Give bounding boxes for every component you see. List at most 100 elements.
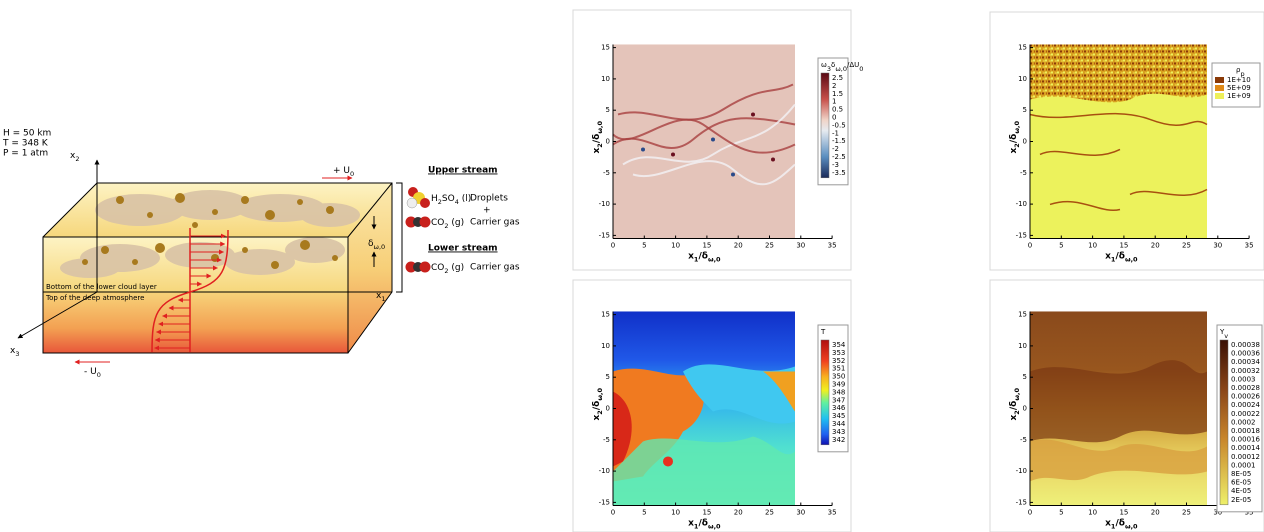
x-tick-label: 5	[642, 242, 646, 250]
x-tick-label: 20	[1151, 242, 1160, 250]
vortex	[671, 152, 675, 157]
subscript: 1	[381, 295, 385, 303]
y-tick-label: 10	[601, 342, 610, 350]
axis-label: x1	[376, 291, 385, 304]
text-part: H	[431, 194, 438, 204]
field-image	[1030, 311, 1207, 506]
colorbar-label: -1	[832, 129, 839, 137]
text-part: /δ	[698, 518, 707, 528]
field	[1030, 44, 1207, 103]
field-image	[612, 44, 796, 239]
species: H2SO4 (l)	[431, 194, 471, 207]
stream-title: Upper stream	[428, 166, 498, 176]
text-part: x	[10, 346, 16, 356]
colorbar-label: 354	[832, 341, 846, 349]
subscript: ω,0	[596, 121, 604, 134]
colorbar-label: 0.5	[832, 106, 843, 114]
y-tick-label: 0	[606, 138, 610, 146]
axis-label: x2	[70, 151, 79, 164]
x-tick-label: 35	[828, 509, 837, 517]
legend-swatch	[1215, 77, 1224, 83]
x-tick-label: 25	[1182, 242, 1191, 250]
y-tick-label: 0	[1023, 138, 1027, 146]
y-tick-label: -5	[603, 436, 610, 444]
particle-streak	[1039, 148, 1121, 157]
subscript: 0	[350, 170, 354, 178]
colorbar-label: 2	[832, 82, 836, 90]
subscript: 0	[97, 371, 101, 379]
colorbar-label: 0.00026	[1231, 393, 1260, 401]
colorbar-label: 0.00032	[1231, 367, 1260, 375]
text-part: (g)	[449, 218, 465, 228]
schematic: H = 50 km T = 348 K P = 1 atm	[2, 129, 520, 380]
molecule-icon	[405, 261, 431, 273]
mid-region	[613, 436, 795, 506]
text-part: /δ	[1009, 134, 1019, 143]
text-part: x	[592, 148, 602, 154]
hot-region	[613, 391, 632, 467]
y-tick-label: 10	[601, 75, 610, 83]
subscript: ω,0	[1125, 256, 1138, 264]
subscript: 2	[444, 222, 448, 230]
colorbar-label: -3	[832, 161, 839, 169]
y-tick-label: -15	[1016, 498, 1027, 506]
y-tick-label: 15	[1018, 311, 1027, 319]
subscript: ω,0	[1013, 388, 1021, 401]
colorbar-label: 350	[832, 373, 845, 381]
colorbar-label: 352	[832, 357, 845, 365]
subscript: 2	[596, 410, 604, 415]
layer-label: Bottom of the lower cloud layer	[46, 283, 157, 291]
x-tick-label: 20	[734, 242, 743, 250]
y-axis-label: x2/δω,0	[1009, 388, 1022, 421]
subscript: ω,0	[374, 243, 386, 251]
x-tick-label: 35	[1245, 509, 1254, 517]
species: CO2 (g)	[431, 218, 464, 231]
colorbar-label: -2	[832, 145, 839, 153]
y-tick-label: 5	[606, 373, 610, 381]
vortex-sheet	[612, 117, 796, 149]
y-tick-label: -15	[599, 231, 610, 239]
species-role: Carrier gas	[470, 218, 520, 228]
colorbar-label: -3.5	[832, 169, 846, 177]
colorbar-label: 0.00018	[1231, 427, 1260, 435]
plus: +	[483, 206, 491, 216]
subscript: 2	[1013, 410, 1021, 415]
x-tick-label: 35	[828, 242, 837, 250]
text-part: /δ	[592, 401, 602, 410]
colorbar-label: 0.0003	[1231, 375, 1256, 383]
legend-swatch	[1215, 85, 1224, 91]
y-tick-label: 10	[1018, 342, 1027, 350]
colorbar-label: 4E-05	[1231, 487, 1251, 495]
y-tick-label: -10	[1016, 200, 1027, 208]
colorbar-label: 343	[832, 428, 845, 436]
box-side	[348, 183, 392, 353]
subscript: 3	[827, 65, 831, 73]
colorbar-label: 344	[832, 420, 846, 428]
text-part: /δ	[698, 251, 707, 261]
vortex	[641, 147, 645, 152]
colorbar-label: 342	[832, 436, 845, 444]
condition: T = 348 K	[2, 139, 49, 149]
text-part: ω	[821, 61, 827, 69]
hot-spot	[663, 456, 673, 467]
x-tick-label: 15	[1119, 509, 1128, 517]
text-part: /ΔU	[847, 61, 859, 69]
y-tick-label: 0	[1023, 405, 1027, 413]
x-tick-label: 30	[1213, 509, 1222, 517]
y-tick-label: -10	[599, 467, 610, 475]
x-axis-label: x1/δω,0	[688, 518, 721, 531]
y-axis-label: x2/δω,0	[1009, 121, 1022, 154]
subscript: v	[1224, 332, 1228, 340]
text-part: CO	[431, 263, 444, 273]
x-tick-label: 10	[671, 509, 680, 517]
y-tick-label: 15	[601, 311, 610, 319]
text-part: (l)	[459, 194, 471, 204]
subscript: 1	[1111, 523, 1116, 531]
colorbar-label: 0.00024	[1231, 401, 1260, 409]
text-part: x	[592, 415, 602, 421]
axis-label: x3	[10, 346, 19, 359]
vortex	[771, 157, 775, 162]
molecule-icon	[406, 187, 430, 209]
y-tick-label: -10	[1016, 467, 1027, 475]
colorbar-label: 8E-05	[1231, 470, 1251, 478]
